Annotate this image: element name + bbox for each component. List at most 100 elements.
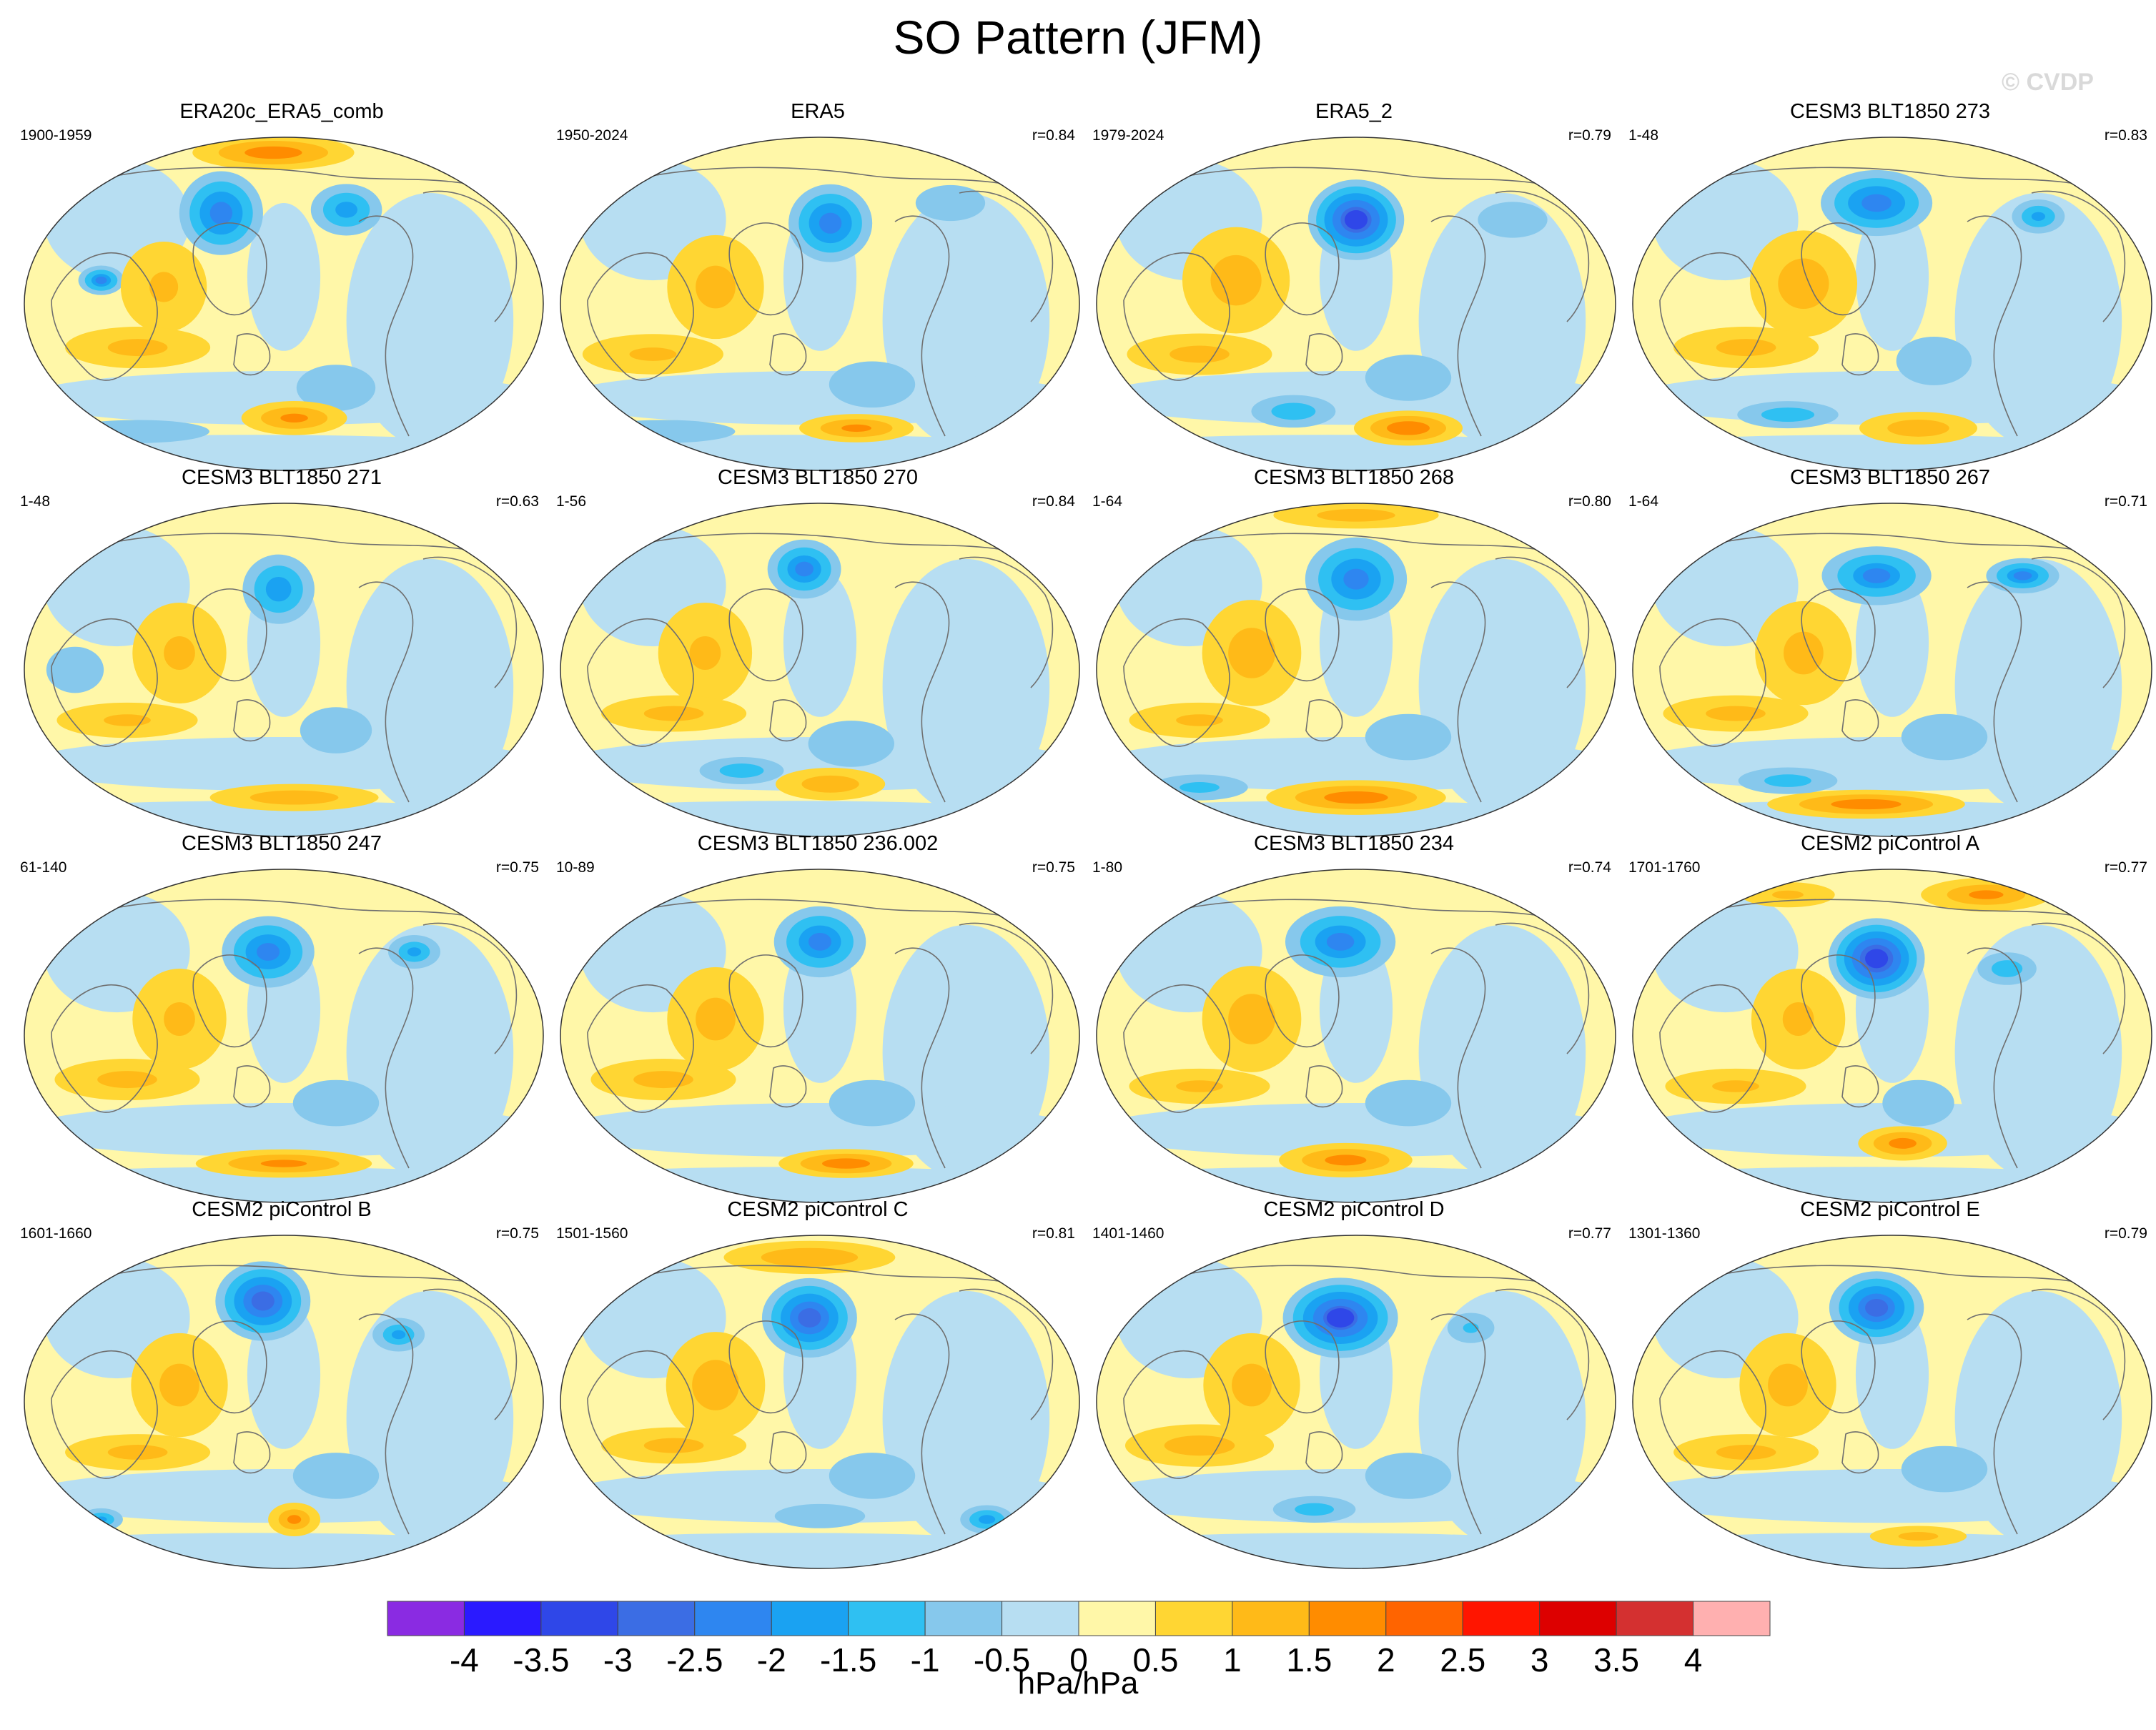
anomaly-contour [1882, 1079, 1954, 1127]
coastline [1841, 699, 1879, 742]
coastline [51, 984, 158, 1113]
anomaly-contour [66, 420, 209, 443]
anomaly-contour [164, 1002, 195, 1036]
coastline [894, 947, 950, 1169]
coastline [1709, 533, 2090, 553]
coastline [1265, 588, 1340, 682]
coastline [769, 1431, 807, 1474]
colorbar-swatch [1616, 1601, 1694, 1636]
coastline [1495, 1288, 1590, 1420]
coastline [101, 167, 481, 187]
map-plot [1632, 503, 2152, 837]
panel-title: CESM3 BLT1850 270 [718, 466, 918, 489]
map-border [560, 137, 1080, 471]
anomaly-contour [1295, 1503, 1334, 1516]
coastline [1659, 1350, 1766, 1479]
panel-correlation: r=0.77 [2104, 859, 2147, 876]
anomaly-contour [209, 202, 233, 224]
coastline [192, 222, 267, 316]
anomaly-contour [249, 790, 339, 805]
coastline [1709, 1265, 2090, 1285]
coastline [728, 954, 803, 1048]
panel-title: CESM2 piControl E [1800, 1198, 1980, 1221]
map-panel: CESM2 piControl C 1501-1560 r=0.81 [546, 1198, 1089, 1569]
anomaly-contour [391, 1330, 406, 1340]
map-panel: ERA20c_ERA5_comb 1900-1959 [10, 100, 553, 471]
coastline [422, 556, 518, 688]
anomaly-region [1097, 1103, 1616, 1157]
panel-title: ERA20c_ERA5_comb [179, 100, 384, 123]
anomaly-contour [1716, 339, 1776, 357]
anomaly-contour [1210, 254, 1262, 306]
anomaly-contour [164, 636, 195, 670]
coastline [101, 1265, 481, 1285]
anomaly-contour [696, 997, 736, 1041]
map-plot [560, 503, 1080, 837]
colorbar-swatch [1078, 1601, 1156, 1636]
coastline [959, 1288, 1054, 1420]
anomaly-contour [829, 1453, 916, 1499]
coastline [769, 699, 807, 742]
anomaly-contour [107, 339, 168, 357]
anomaly-contour [629, 347, 677, 361]
anomaly-contour [841, 424, 871, 432]
panel-correlation: r=0.80 [1568, 493, 1611, 510]
panel-years: 1701-1760 [1628, 859, 1701, 876]
coastline [51, 618, 158, 747]
map-panel: CESM3 BLT1850 270 1-56 r=0.84 [546, 466, 1089, 837]
coastline [1495, 190, 1590, 322]
coastline [233, 1065, 271, 1108]
anomaly-contour [696, 265, 736, 309]
map-border [1632, 137, 2152, 471]
coastline [637, 533, 1017, 553]
coastline [959, 556, 1054, 688]
anomaly-region [1633, 1469, 2152, 1523]
colorbar-swatch [1308, 1601, 1387, 1636]
panel-years: 1401-1460 [1092, 1225, 1164, 1242]
panel-title: CESM2 piControl D [1263, 1198, 1445, 1221]
anomaly-contour [1325, 1155, 1367, 1166]
anomaly-contour [1778, 258, 1829, 310]
map-plot [560, 869, 1080, 1203]
coastline [894, 581, 950, 803]
anomaly-contour [1901, 713, 1988, 761]
map-plot [1096, 503, 1616, 837]
coastline [101, 899, 481, 919]
coastline [1173, 899, 1553, 919]
coastline [1430, 215, 1486, 437]
map-panel: CESM3 BLT1850 234 1-80 r=0.74 [1082, 832, 1626, 1203]
anomaly-contour [801, 775, 859, 793]
coastline [1123, 252, 1230, 381]
coastline [358, 1313, 414, 1535]
coastline [1430, 581, 1486, 803]
coastline [728, 222, 803, 316]
anomaly-contour [1768, 1363, 1808, 1407]
anomaly-contour [808, 721, 895, 767]
colorbar-swatch [617, 1601, 696, 1636]
map-plot [1096, 1235, 1616, 1569]
map-border [1632, 503, 2152, 837]
map-border [1096, 137, 1616, 471]
panel-title: ERA5_2 [1315, 100, 1393, 123]
anomaly-contour [1896, 336, 1972, 385]
coastline [422, 1288, 518, 1420]
coastline [1709, 899, 2090, 919]
coastline [1495, 556, 1590, 688]
panel-years: 1-56 [556, 493, 587, 510]
coastline [769, 1065, 807, 1108]
panel-correlation: r=0.79 [2104, 1225, 2147, 1242]
colorbar-swatch [387, 1601, 465, 1636]
anomaly-contour [97, 1071, 157, 1089]
map-border [24, 503, 544, 837]
anomaly-contour [1176, 1080, 1223, 1092]
anomaly-contour [1865, 949, 1889, 969]
map-panel: ERA5_2 1979-2024 r=0.79 [1082, 100, 1626, 471]
coastline [358, 947, 414, 1169]
coastline [358, 581, 414, 803]
map-plot [1632, 1235, 2152, 1569]
colorbar-units: hPa/hPa [1017, 1666, 1139, 1701]
coastline [1123, 618, 1230, 747]
map-border [24, 1235, 544, 1569]
coastline [1841, 1065, 1879, 1108]
colorbar-swatch [1002, 1601, 1079, 1636]
